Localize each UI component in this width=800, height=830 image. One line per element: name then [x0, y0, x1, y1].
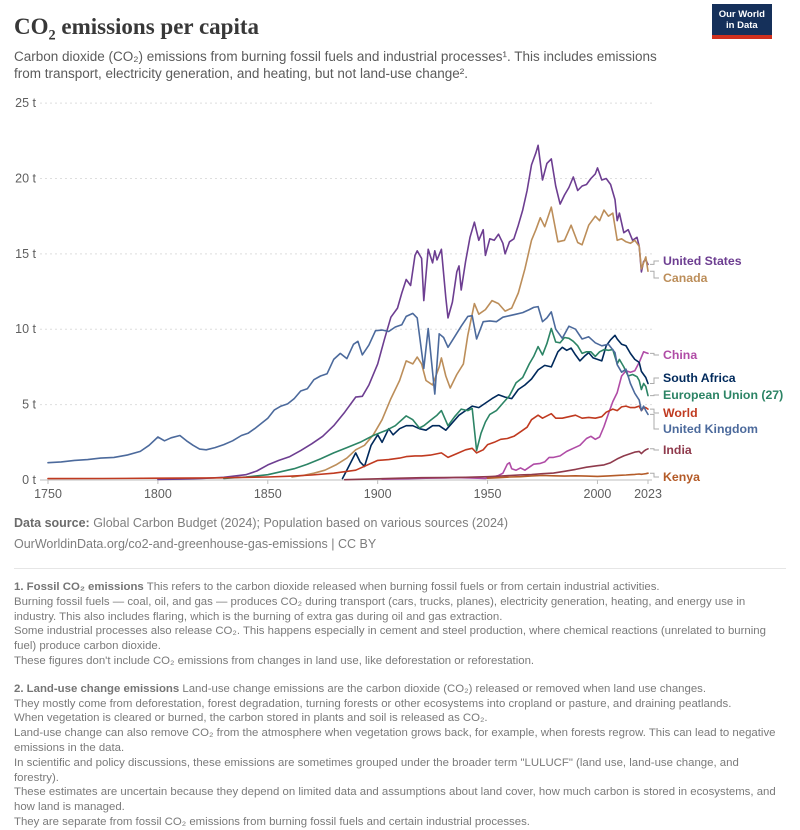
- license-line[interactable]: OurWorldinData.org/co2-and-greenhouse-ga…: [14, 537, 377, 551]
- series-line-south-africa[interactable]: [341, 334, 649, 480]
- label-connector-canada: [650, 270, 659, 279]
- title-subscript: 2: [48, 27, 56, 44]
- page-title: CO2 emissions per capita: [14, 14, 260, 44]
- owid-logo-red-bar: [711, 35, 772, 39]
- series-label-india[interactable]: India: [663, 443, 692, 457]
- label-connector-india: [650, 448, 659, 451]
- footnotes-section: 1. Fossil CO₂ emissions This refers to t…: [14, 580, 786, 830]
- x-tick-label-1750: 1750: [34, 487, 62, 501]
- x-tick-label-1950: 1950: [474, 487, 502, 501]
- chart-subtitle: Carbon dioxide (CO₂) emissions from burn…: [14, 49, 657, 81]
- y-tick-label-20t: 20 t: [15, 171, 36, 185]
- x-tick-label-1850: 1850: [254, 487, 282, 501]
- series-label-china[interactable]: China: [663, 348, 697, 362]
- data-source-line: Data source: Global Carbon Budget (2024)…: [14, 516, 509, 530]
- series-line-china[interactable]: [381, 350, 649, 481]
- y-tick-label-10t: 10 t: [15, 322, 36, 336]
- footnote-1: 1. Fossil CO₂ emissions This refers to t…: [14, 581, 766, 667]
- series-line-canada[interactable]: [291, 206, 649, 478]
- footnote-1-lead: 1. Fossil CO₂ emissions: [14, 581, 144, 593]
- label-connector-south-africa: [650, 377, 659, 384]
- series-label-canada[interactable]: Canada: [663, 271, 708, 285]
- series-line-india[interactable]: [343, 447, 649, 481]
- series-line-european-union-27[interactable]: [223, 327, 649, 480]
- footnote-2-lead: 2. Land-use change emissions: [14, 682, 180, 695]
- footer-divider: [14, 568, 786, 569]
- series-line-kenya[interactable]: [486, 472, 649, 480]
- x-tick-label-1900: 1900: [364, 487, 392, 501]
- series-line-world[interactable]: [47, 405, 649, 480]
- footnote-2: 2. Land-use change emissions Land-use ch…: [14, 682, 776, 828]
- label-connector-european-union-27: [650, 394, 659, 397]
- label-connector-china: [650, 352, 659, 356]
- y-tick-label-25t: 25 t: [15, 96, 36, 110]
- source-block: Data source: Global Carbon Budget (2024)…: [14, 513, 786, 555]
- co2-per-capita-line-chart[interactable]: 0 t 5 t 10 t 15 t 20 t 25 t 1750 1800 1850 1900 19…: [0, 90, 800, 505]
- series-label-united-states[interactable]: United States: [663, 254, 742, 268]
- data-source-label: Data source:: [14, 516, 90, 530]
- series-line-united-kingdom[interactable]: [47, 305, 649, 464]
- owid-logo-text: Our World in Data: [711, 4, 772, 35]
- series-line-united-states[interactable]: [157, 144, 649, 481]
- series-label-united-kingdom[interactable]: United Kingdom: [663, 422, 758, 436]
- y-tick-label-15t: 15 t: [15, 247, 36, 261]
- series-label-world[interactable]: World: [663, 406, 698, 420]
- label-connector-kenya: [650, 472, 659, 478]
- x-tick-label-1800: 1800: [144, 487, 172, 501]
- x-tick-label-2023: 2023: [634, 487, 662, 501]
- series-label-kenya[interactable]: Kenya: [663, 470, 700, 484]
- chart-header: CO2 emissions per capita Carbon dioxide …: [0, 0, 800, 90]
- series-label-european-union-27[interactable]: European Union (27): [663, 388, 783, 402]
- label-connector-united-kingdom: [650, 413, 659, 430]
- label-connector-united-states: [650, 260, 659, 265]
- x-tick-label-2000: 2000: [584, 487, 612, 501]
- label-connector-world: [650, 408, 659, 414]
- y-tick-label-5t: 5 t: [22, 398, 36, 412]
- owid-logo[interactable]: Our World in Data: [711, 4, 772, 39]
- series-label-south-africa[interactable]: South Africa: [663, 371, 736, 385]
- y-tick-label-0t: 0 t: [22, 473, 36, 487]
